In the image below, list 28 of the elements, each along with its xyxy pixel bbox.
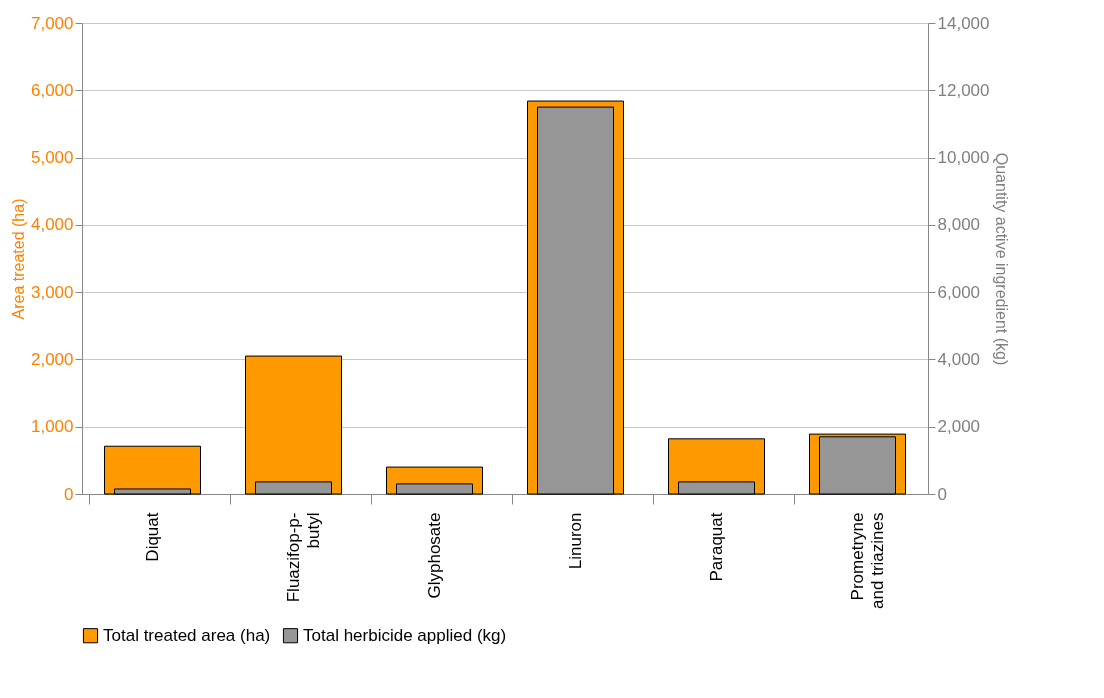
- y-tick-label: 7,000: [30, 13, 74, 33]
- bar: [104, 445, 201, 495]
- y-tick-label: 4,000: [30, 215, 74, 235]
- y2-tick-label: 0: [937, 484, 947, 504]
- y-tick-label: 5,000: [30, 148, 74, 168]
- legend-label: Total treated area (ha): [103, 625, 271, 645]
- y-tick-label: 0: [64, 484, 74, 504]
- x-tick-label: Linuron: [565, 512, 585, 570]
- y-tick-label: 6,000: [30, 80, 74, 100]
- y2-tick-label: 4,000: [937, 349, 981, 369]
- y-axis-title: Area treated (ha): [9, 198, 27, 320]
- x-tick-label: Prometryne and triazines: [847, 512, 887, 609]
- y2-tick-label: 14,000: [937, 13, 990, 33]
- y2-tick-label: 12,000: [937, 80, 990, 100]
- y-tick-label: 1,000: [30, 417, 74, 437]
- y2-tick-label: 10,000: [937, 148, 990, 168]
- y2-tick-label: 6,000: [937, 282, 981, 302]
- y2-axis-title: Quantity active ingredient (kg): [993, 152, 1011, 366]
- y2-tick-label: 8,000: [937, 215, 981, 235]
- y-tick-label: 3,000: [30, 282, 74, 302]
- x-tick-label: Glyphosate: [424, 512, 444, 599]
- x-tick-label: Diquat: [142, 512, 162, 562]
- x-tick-label: Fluazifop-p-butyl: [283, 512, 323, 603]
- y2-tick-label: 2,000: [937, 417, 981, 437]
- y-tick-label: 2,000: [30, 349, 74, 369]
- bar: [245, 355, 342, 495]
- x-tick-label: Paraquat: [706, 512, 726, 582]
- legend-label: Total herbicide applied (kg): [303, 625, 507, 645]
